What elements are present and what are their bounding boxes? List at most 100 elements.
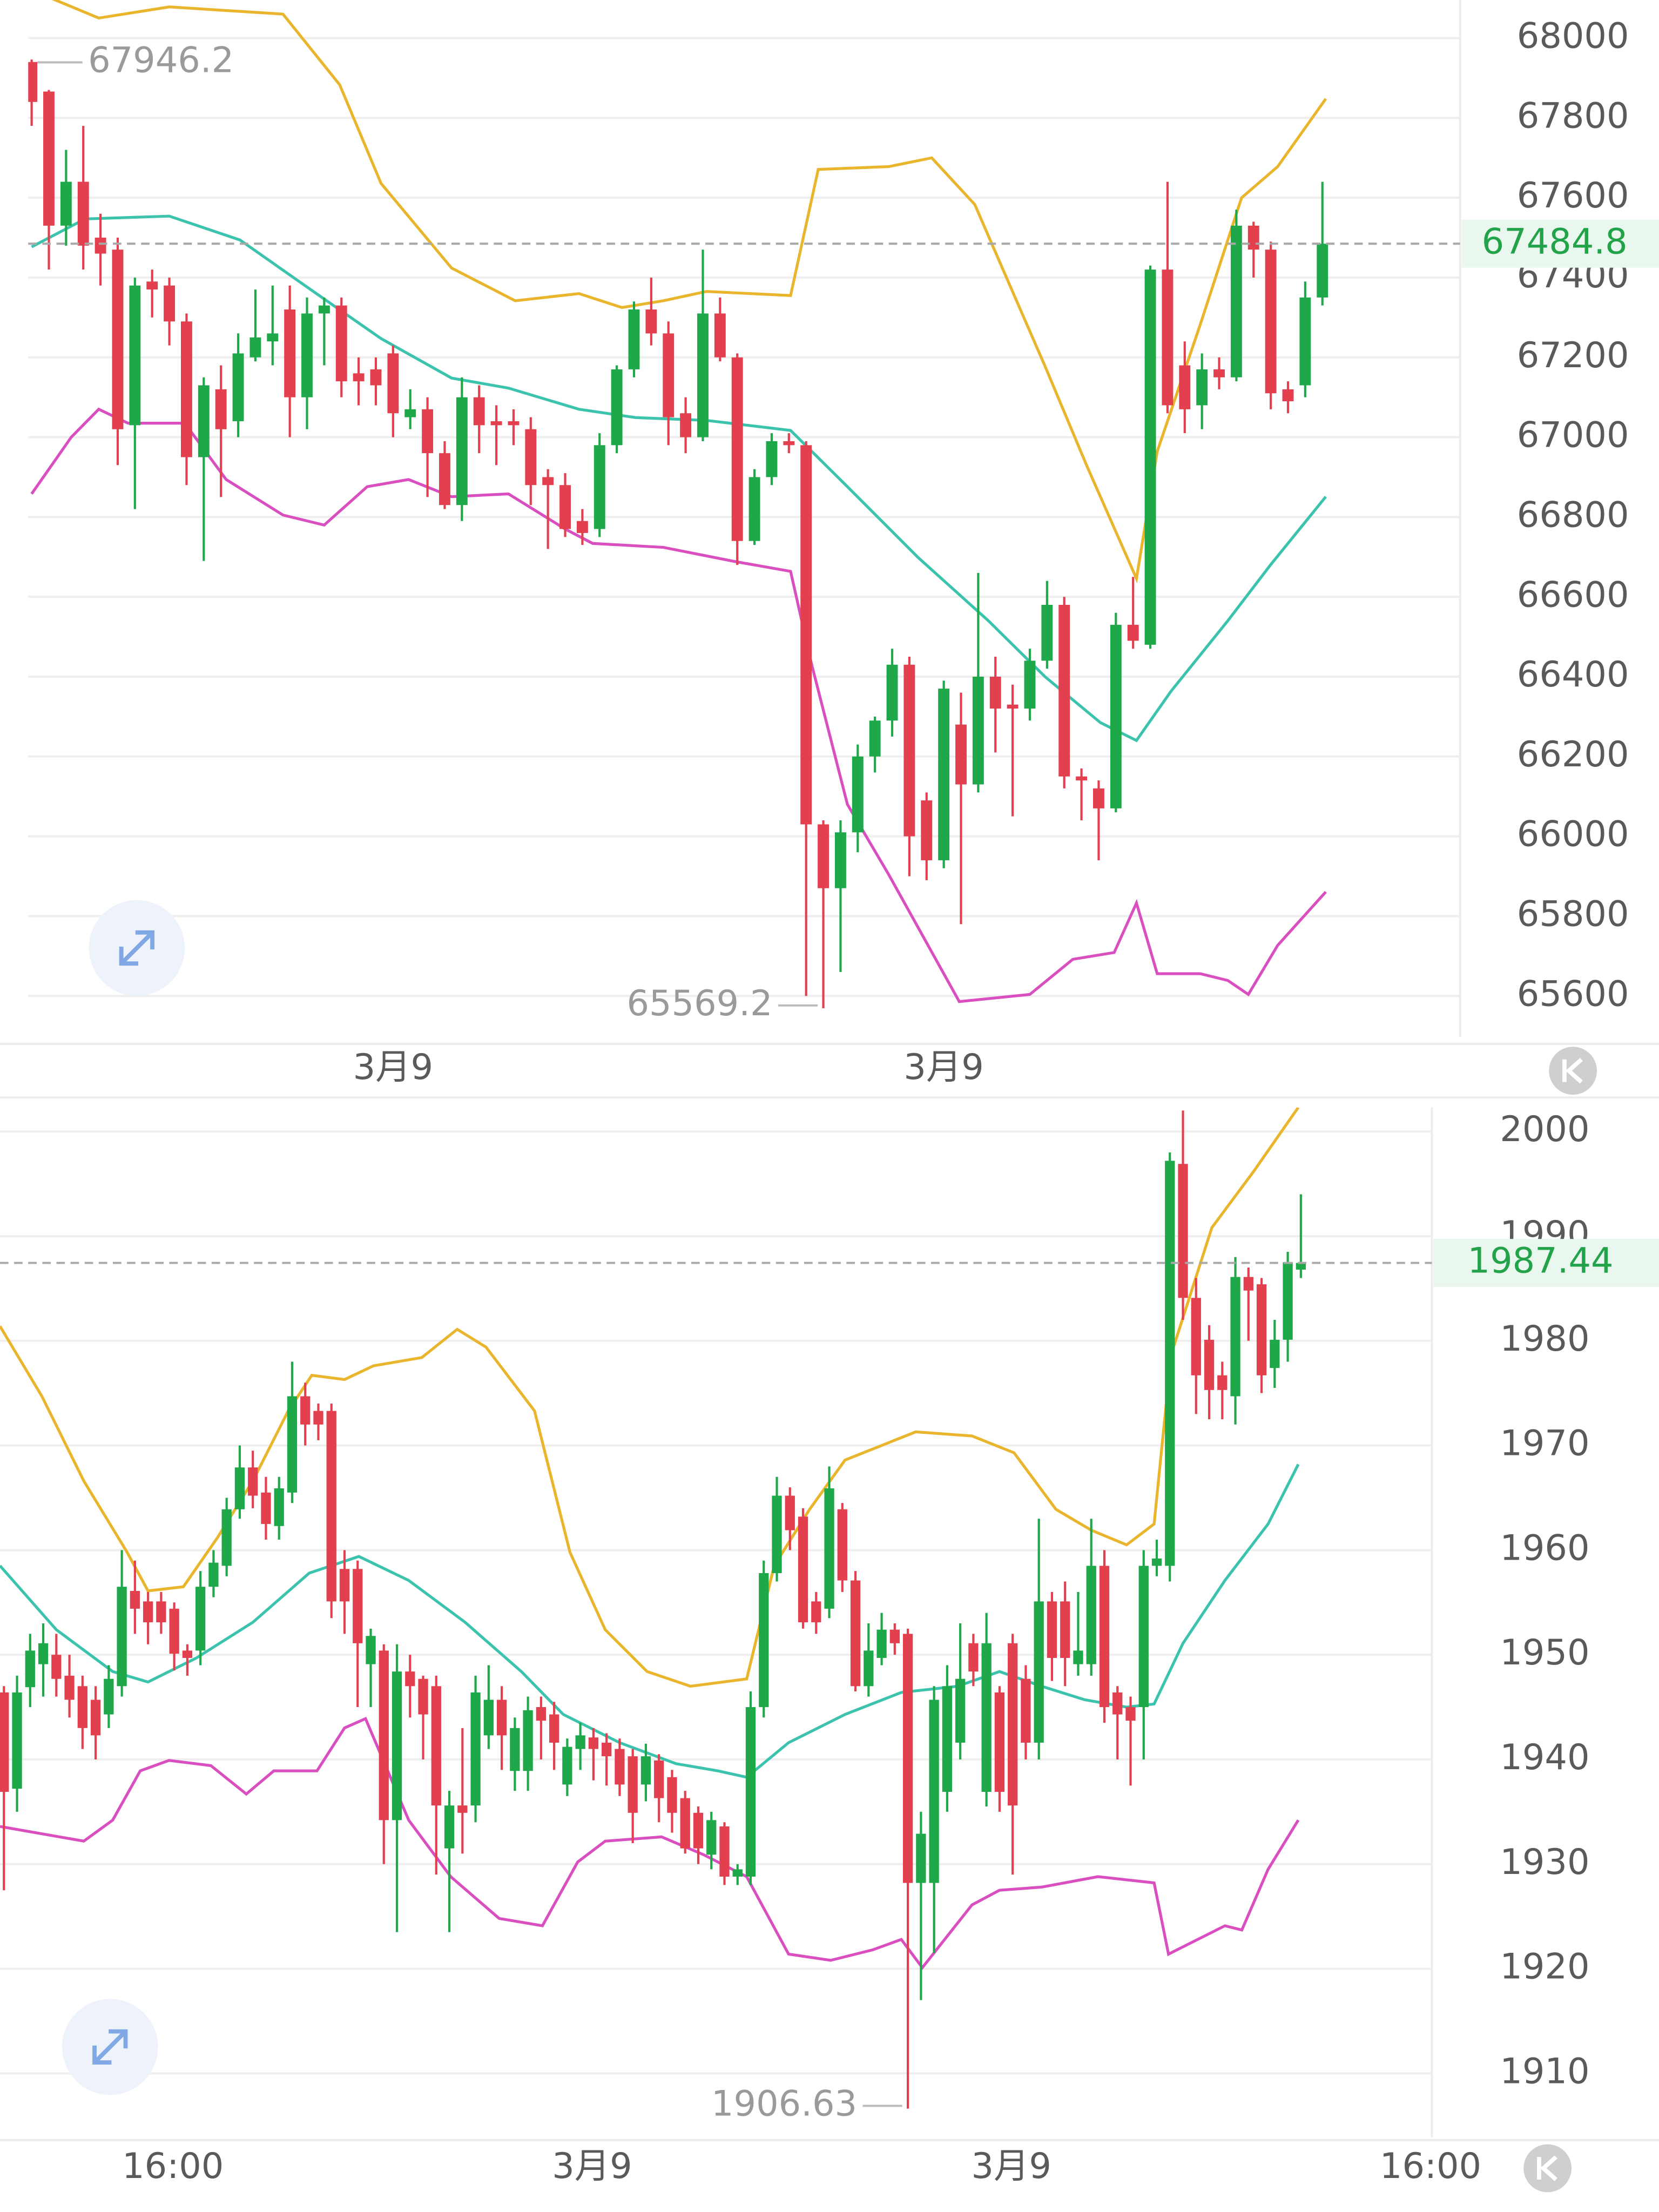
candle-body <box>143 1601 153 1623</box>
candle-body <box>379 1650 389 1820</box>
candle-body <box>1283 1262 1293 1340</box>
candle-body <box>889 1629 900 1643</box>
candle-body <box>169 1608 179 1654</box>
expand-button[interactable] <box>89 900 185 996</box>
candle-body <box>1008 1643 1018 1806</box>
candle-body <box>1127 624 1139 641</box>
x-tick-label: 3月9 <box>552 2146 632 2187</box>
candle-body <box>811 1601 821 1623</box>
candle-body <box>180 321 192 457</box>
candle-body <box>1092 788 1104 808</box>
candle-body <box>284 309 296 397</box>
current-price-label: 1987.44 <box>1468 1240 1614 1282</box>
candle-body <box>562 1746 572 1785</box>
candle-body <box>719 1826 730 1877</box>
current-price-label: 67484.8 <box>1482 221 1628 262</box>
candle-body <box>886 664 898 721</box>
candle-body <box>508 421 520 426</box>
candle-body <box>404 409 416 417</box>
candle-body <box>90 1700 101 1736</box>
candle-body <box>313 1411 323 1425</box>
candle-body <box>1076 776 1088 781</box>
candle-body <box>929 1700 939 1883</box>
candle-body <box>496 1700 507 1736</box>
candle-body <box>1217 1375 1228 1390</box>
y-tick-label: 67200 <box>1517 335 1629 376</box>
y-tick-label: 66200 <box>1517 734 1629 775</box>
candle-body <box>576 521 588 533</box>
y-tick-label: 66400 <box>1517 654 1629 695</box>
candle-body <box>714 313 726 358</box>
candle-body <box>1213 369 1225 377</box>
candle-body <box>955 1678 966 1743</box>
expand-button[interactable] <box>62 1999 158 2095</box>
x-tick-label: 3月9 <box>903 1047 983 1088</box>
candle-body <box>772 1495 782 1573</box>
candle-body <box>800 445 812 825</box>
candle-body <box>1243 1277 1253 1291</box>
candle-body <box>77 1686 87 1728</box>
candle-body <box>182 1650 193 1658</box>
candle-body <box>663 333 675 417</box>
candle-body <box>594 445 605 529</box>
candle-body <box>1099 1566 1110 1708</box>
candle-body <box>731 357 743 541</box>
candle-body <box>989 676 1001 709</box>
candle-body <box>1196 369 1208 406</box>
candle-body <box>221 1509 232 1566</box>
candle-body <box>473 397 485 426</box>
candle-body <box>267 333 279 342</box>
candle-body <box>195 1587 206 1651</box>
candle-body <box>942 1686 953 1792</box>
candle-body <box>766 441 778 477</box>
chart-panel: 16:00 3月9 3月9 16:00 1906.63 1910 1920 1930 1940 1… <box>0 1107 1659 2187</box>
candle-body <box>164 285 176 322</box>
y-tick-label: 1980 <box>1500 1318 1589 1359</box>
candle-body <box>444 1805 455 1849</box>
candle-body <box>645 309 657 334</box>
candle-body <box>628 1756 638 1813</box>
candle-body <box>834 832 846 888</box>
candle-body <box>117 1587 127 1687</box>
y-tick-label: 65600 <box>1517 973 1629 1014</box>
candle-body <box>680 413 692 437</box>
candle-body <box>824 1488 834 1609</box>
candle-body <box>783 441 795 446</box>
reset-button[interactable] <box>1549 1047 1597 1095</box>
candle-body <box>28 62 38 102</box>
candle-body <box>732 1869 743 1877</box>
candle-body <box>510 1728 520 1771</box>
candle-body <box>146 281 158 290</box>
price-tag <box>1461 219 1659 268</box>
candle-body <box>611 369 623 446</box>
reset-button[interactable] <box>1523 2144 1572 2193</box>
candle-body <box>1296 1263 1306 1270</box>
y-tick-label: 2000 <box>1500 1109 1589 1150</box>
candle-body <box>876 1629 887 1658</box>
candle-body <box>759 1573 769 1708</box>
candle-body <box>955 724 967 785</box>
y-tick-label: 67800 <box>1517 95 1629 136</box>
candle-body <box>326 1411 336 1602</box>
plot-area <box>28 0 1328 1009</box>
candle-body <box>300 1396 311 1425</box>
candle-body <box>1165 1161 1175 1566</box>
candle-body <box>549 1714 559 1743</box>
candle-body <box>1270 1339 1280 1368</box>
candle-body <box>274 1488 284 1526</box>
candle-body <box>785 1495 795 1530</box>
candle-body <box>588 1737 599 1749</box>
band-line <box>30 407 1327 1003</box>
candle-body <box>559 485 571 529</box>
y-tick-label: 66600 <box>1517 574 1629 615</box>
candle-body <box>1230 225 1242 377</box>
candle-body <box>232 353 244 422</box>
candle-body <box>1021 1678 1031 1743</box>
x-tick-label: 3月9 <box>972 2146 1051 2187</box>
candle-body <box>431 1686 441 1806</box>
y-tick-label: 66000 <box>1517 814 1629 855</box>
candle-body <box>64 1675 75 1700</box>
candle-body <box>994 1692 1005 1792</box>
candle-body <box>1317 244 1328 298</box>
